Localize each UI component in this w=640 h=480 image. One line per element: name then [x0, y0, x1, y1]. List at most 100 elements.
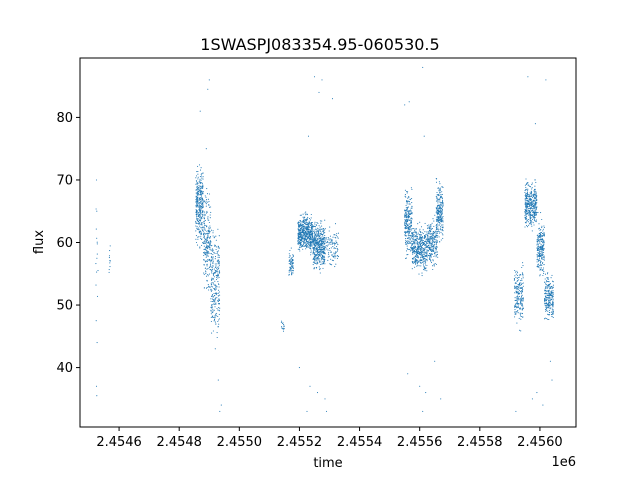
data-point	[200, 209, 202, 211]
data-point	[545, 280, 548, 282]
data-point	[411, 198, 413, 200]
data-point	[218, 283, 220, 285]
data-point	[323, 251, 325, 253]
data-point	[96, 253, 98, 255]
data-point	[289, 255, 291, 257]
data-point	[198, 236, 200, 238]
data-point	[297, 248, 299, 250]
data-point	[517, 287, 519, 289]
data-point	[212, 279, 214, 281]
data-point	[534, 190, 536, 192]
data-point	[424, 259, 426, 261]
data-point	[521, 298, 523, 300]
data-point	[297, 237, 299, 239]
data-point	[417, 264, 419, 266]
data-point	[109, 262, 111, 264]
data-point	[203, 217, 205, 219]
data-point	[546, 293, 548, 295]
data-point	[196, 204, 198, 206]
data-point	[543, 318, 546, 320]
data-point	[212, 259, 214, 261]
data-point	[217, 309, 219, 311]
data-point	[548, 281, 550, 283]
data-point	[303, 232, 305, 234]
data-point	[307, 232, 310, 234]
data-point	[428, 238, 431, 240]
data-point	[410, 241, 412, 243]
data-point	[538, 240, 540, 242]
data-point	[428, 245, 430, 247]
data-point	[514, 316, 516, 318]
data-point	[320, 228, 322, 230]
data-point	[218, 298, 220, 300]
data-point	[216, 292, 218, 294]
data-point	[312, 225, 314, 227]
data-point	[525, 218, 527, 220]
data-point	[420, 242, 423, 244]
data-point	[551, 299, 553, 301]
data-point	[534, 123, 536, 125]
data-point	[196, 215, 198, 217]
data-point	[324, 237, 326, 239]
data-point	[214, 319, 216, 321]
data-point	[427, 255, 430, 257]
data-point	[305, 226, 307, 228]
data-point	[195, 183, 197, 185]
data-point	[203, 252, 205, 255]
data-point	[217, 379, 219, 381]
data-point	[419, 221, 421, 223]
data-point	[308, 217, 311, 220]
data-point	[218, 264, 220, 266]
data-point	[299, 225, 301, 227]
data-point	[336, 246, 338, 248]
data-point	[300, 229, 302, 231]
data-point	[522, 297, 524, 299]
data-point	[206, 245, 208, 247]
data-point	[299, 250, 301, 252]
data-point	[549, 297, 551, 299]
data-point	[418, 273, 420, 275]
data-point	[306, 234, 308, 236]
data-point	[204, 213, 206, 215]
data-point	[204, 229, 206, 231]
data-point	[301, 221, 304, 223]
data-point	[520, 274, 522, 276]
data-point	[201, 228, 203, 230]
data-point	[312, 264, 314, 266]
data-point	[312, 226, 314, 228]
data-point	[552, 284, 554, 286]
data-point	[551, 313, 554, 315]
data-point	[206, 247, 208, 249]
data-point	[321, 247, 323, 249]
data-point	[522, 298, 524, 300]
data-point	[520, 284, 522, 286]
data-point	[195, 189, 197, 191]
data-point	[205, 287, 208, 289]
data-point	[321, 245, 323, 247]
data-point	[515, 313, 517, 315]
data-point	[210, 265, 212, 267]
data-point	[213, 276, 215, 278]
data-point	[423, 269, 425, 271]
data-point	[320, 236, 322, 238]
data-point	[308, 223, 310, 225]
data-point	[218, 270, 220, 273]
data-point	[538, 255, 541, 257]
data-point	[439, 241, 441, 243]
data-point	[215, 278, 218, 281]
data-point	[331, 243, 333, 246]
data-point	[318, 237, 320, 239]
data-point	[207, 248, 209, 250]
data-point	[538, 253, 540, 255]
data-point	[315, 254, 317, 256]
data-point	[408, 238, 410, 240]
data-point	[408, 241, 410, 243]
data-point	[195, 241, 198, 244]
data-point	[307, 222, 309, 224]
data-point	[314, 226, 316, 228]
data-point	[525, 213, 527, 215]
data-point	[211, 272, 213, 274]
data-point	[442, 224, 444, 226]
data-point	[302, 213, 304, 215]
